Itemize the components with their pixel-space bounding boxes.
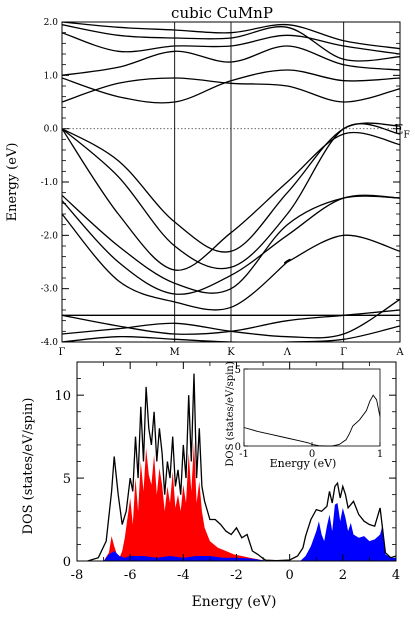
band-plot-frame: [61, 21, 401, 343]
dos-ytick-label: 5: [63, 472, 71, 487]
dos-ytick-label: 10: [54, 389, 71, 404]
dos-fill-series-2: [103, 503, 396, 561]
inset-xtick-label: -1: [239, 449, 249, 460]
dos-inset: -1 0 105 DOS (states/eV/spin) Energy (eV): [225, 361, 383, 470]
inset-ytick-label: 0: [235, 442, 241, 453]
band-kpoint-label: Γ: [340, 347, 347, 358]
band-title: cubic CuMnP: [171, 4, 273, 22]
inset-line: [243, 394, 381, 447]
band-kpoint-label: Λ: [283, 347, 292, 358]
band-kpoint-label: K: [227, 347, 235, 358]
dos-fill-areas: [103, 441, 396, 561]
dos-xtick-label: 0: [286, 568, 294, 583]
band-structure-panel: cubic CuMnP Energy (eV) -4.0 -3.0 -2.0 -1.0…: [5, 4, 410, 358]
band-ylabel: Energy (eV): [5, 143, 20, 222]
fermi-label-sub: F: [404, 131, 410, 141]
dos-xtick-label: 2: [339, 568, 347, 583]
band-ytick-label: 1.0: [44, 71, 59, 81]
dos-total-curve: [87, 373, 396, 561]
inset-background: [244, 369, 380, 446]
band-ytick-label: 2.0: [44, 18, 59, 28]
dos-xtick-label: 4: [392, 568, 400, 583]
band-curve: [62, 213, 400, 311]
fermi-label-main: E: [394, 123, 404, 138]
inset-ylabel: DOS (states/eV/spin): [225, 361, 236, 466]
band-curve: [62, 128, 400, 271]
dos-xtick-label: -4: [177, 568, 190, 583]
inset-xlabel: Energy (eV): [270, 457, 337, 470]
band-ytick-label: -3.0: [41, 285, 59, 295]
fermi-label: EF: [394, 123, 410, 141]
inset-xtick-label: 0: [309, 449, 315, 460]
dos-xtick-label: -2: [230, 568, 243, 583]
dos-panel: DOS (states/eV/spin) Energy (eV) -8 -6 -4 -…: [21, 361, 400, 610]
inset-ytick-label: 5: [235, 365, 241, 376]
band-kpoint-label: Γ: [59, 347, 66, 358]
band-kpoint-label: M: [170, 347, 180, 358]
band-y-ticks: -4.0 -3.0 -2.0 -1.0 0.0 1.0 2.0: [41, 18, 400, 348]
band-ytick-label: -4.0: [41, 338, 59, 348]
dos-total-line: [87, 373, 396, 561]
dos-xtick-label: -8: [71, 568, 84, 583]
band-kpoint-label: Σ: [115, 347, 122, 358]
dos-ylabel: DOS (states/eV/spin): [21, 398, 36, 535]
band-symmetry-lines: [174, 22, 345, 342]
dos-plot-frame: [76, 361, 397, 562]
band-kpoint-label: A: [395, 347, 404, 358]
dos-xtick-label: -6: [124, 568, 137, 583]
band-ytick-label: -2.0: [41, 231, 59, 241]
inset-curve: [243, 394, 381, 447]
inset-xtick-label: 1: [377, 449, 383, 460]
band-ytick-label: 0.0: [44, 125, 59, 135]
dos-fill-series-1: [103, 441, 266, 561]
dos-ytick-label: 0: [63, 555, 71, 570]
inset-frame: [243, 368, 381, 447]
band-ytick-label: -1.0: [41, 178, 59, 188]
dos-xlabel: Energy (eV): [192, 594, 277, 610]
